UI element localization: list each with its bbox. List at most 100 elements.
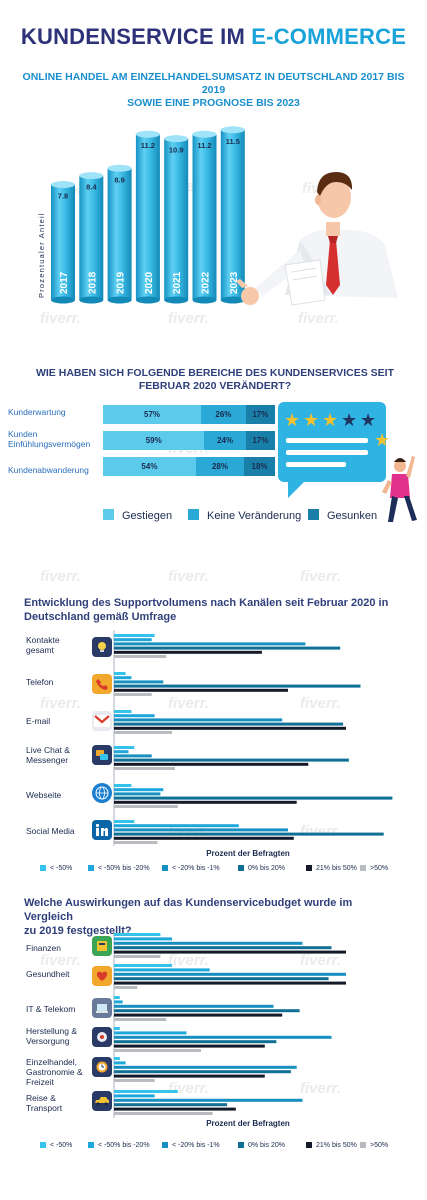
legend-text: 21% bis 50%	[316, 1142, 357, 1149]
legend-swatch	[238, 865, 244, 872]
bar	[114, 672, 126, 675]
bar	[114, 1090, 178, 1093]
stacked-bar-row: 59% 24% 17%	[103, 431, 275, 450]
watermark: fiverr.	[168, 823, 209, 840]
bar	[114, 820, 135, 823]
value-label: 11.2	[141, 141, 155, 150]
legend-text: < -50% bis -20%	[98, 865, 150, 872]
legend-text: 21% bis 50%	[316, 865, 357, 872]
bar	[114, 1107, 236, 1111]
legend-text: < -20% bis -1%	[172, 1142, 220, 1149]
stacked-bar-row: 54% 28% 18%	[103, 457, 275, 476]
row-label-reise: Reise & Transport	[26, 1093, 63, 1113]
bar	[114, 824, 239, 828]
section1-subtitle-line1: ONLINE HANDEL AM EINZELHANDELSUMSATZ IN …	[22, 71, 405, 96]
legend-text: >50%	[370, 865, 389, 872]
bar	[114, 805, 178, 808]
health-icon	[92, 966, 112, 986]
bar	[114, 1103, 228, 1107]
legend-gestiegen: Gestiegen	[103, 509, 172, 522]
stacked-bar-segment: 18%	[244, 457, 275, 476]
legend-swatch	[162, 865, 168, 872]
watermark: fiverr.	[168, 1080, 209, 1097]
bar	[114, 955, 161, 958]
cylinder-base	[192, 296, 217, 304]
section1-subtitle: ONLINE HANDEL AM EINZELHANDELSUMSATZ IN …	[20, 71, 407, 110]
bar	[114, 650, 262, 654]
legend-text: < -50% bis -20%	[98, 1142, 150, 1149]
cylinder-bar-chart: 7.8 2017 8.4 2018 8.9 2019 11.2 2020 10.9 2021 11.…	[37, 126, 398, 306]
bar	[114, 796, 393, 800]
bar	[114, 986, 138, 989]
cylinder-base	[135, 296, 160, 304]
cylinder-top	[220, 126, 245, 134]
section3-heading-line2: Deutschland gemäß Umfrage	[24, 611, 177, 623]
value-label: 8.4	[86, 183, 97, 192]
bar	[114, 1098, 303, 1102]
bar	[114, 996, 120, 999]
cylinder-bar	[107, 168, 132, 300]
bar	[114, 950, 346, 954]
legend-item: >50%	[360, 1142, 388, 1149]
svg-text:★: ★	[284, 410, 300, 431]
bar	[114, 758, 349, 762]
bar	[114, 832, 384, 836]
category-label: 2018	[87, 271, 98, 294]
bar	[114, 718, 283, 722]
bar	[114, 981, 346, 985]
row-label-gesundheit: Gesundheit	[26, 969, 70, 979]
legend-text: 0% bis 20%	[248, 1142, 285, 1149]
stacked-bar-segment: 26%	[201, 405, 246, 424]
watermark: fiverr.	[300, 695, 341, 712]
bar	[114, 688, 288, 692]
value-label: 11.2	[197, 141, 211, 150]
value-label: 11.5	[226, 137, 240, 146]
cylinder-base	[79, 296, 104, 304]
legend-swatch	[308, 509, 319, 520]
legend-item: 0% bis 20%	[238, 865, 285, 872]
bar	[114, 1074, 265, 1078]
watermark: fiverr.	[40, 695, 81, 712]
legend-swatch	[40, 865, 46, 872]
watermark: fiverr.	[40, 952, 81, 969]
category-label: 2020	[144, 271, 155, 294]
chat-icon	[92, 745, 112, 765]
businessman-illustration	[236, 172, 398, 306]
watermark: fiverr.	[168, 310, 209, 327]
cylinder-bar	[79, 175, 104, 300]
bar	[114, 726, 346, 730]
legend-swatch	[360, 865, 366, 872]
retail-icon	[92, 1057, 112, 1077]
row-label-email: E-mail	[26, 716, 51, 726]
legend-item: >50%	[360, 865, 388, 872]
section2-heading-line1: WIE HABEN SICH FOLGENDE BEREICHE DES KUN…	[35, 367, 395, 379]
support-volume-bars	[114, 634, 393, 844]
bar	[114, 1013, 283, 1017]
cylinder-base	[164, 296, 189, 304]
stacked-bar-segment: 24%	[204, 431, 246, 450]
svg-text:★: ★	[303, 410, 319, 431]
phone-icon	[92, 674, 112, 694]
bar	[114, 1009, 300, 1013]
bar	[114, 710, 132, 713]
bar	[114, 1035, 332, 1039]
budget-impact-bars	[114, 933, 346, 1115]
section2-heading-line2: FEBRUAR 2020 VERÄNDERT?	[138, 380, 292, 392]
row-label-kundenabwanderung: Kundenabwanderung	[8, 465, 89, 475]
bar	[114, 731, 172, 734]
legend-text: 0% bis 20%	[248, 865, 285, 872]
linkedin-icon	[92, 820, 112, 840]
watermark: fiverr.	[40, 310, 81, 327]
bar	[114, 746, 135, 749]
legend-item: < -50%	[40, 1142, 72, 1149]
watermark: fiverr.	[300, 823, 341, 840]
bar	[114, 946, 332, 950]
lightbulb-icon	[92, 637, 112, 657]
legend-swatch	[360, 1142, 366, 1149]
legend-item: 21% bis 50%	[306, 865, 357, 872]
row-label-telefon: Telefon	[26, 677, 54, 687]
bar	[114, 767, 175, 770]
svg-text:★: ★	[374, 430, 390, 451]
bar	[114, 646, 341, 650]
bar	[114, 800, 297, 804]
